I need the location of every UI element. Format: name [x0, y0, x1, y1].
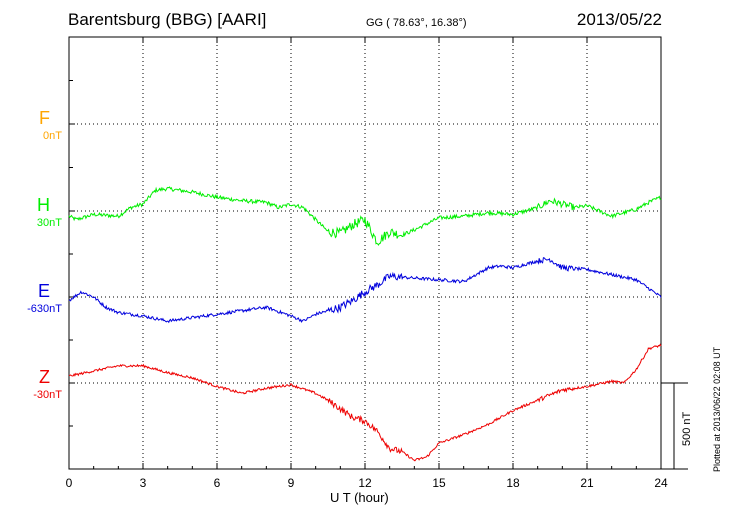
series-line-z [69, 343, 662, 462]
component-baseline-z: -30nT [33, 389, 62, 401]
x-tick-label: 12 [358, 476, 372, 490]
plot-date: 2013/05/22 [576, 10, 662, 29]
component-letter-z: Z [39, 367, 50, 387]
geo-coordinates: GG ( 78.63°, 16.38°) [366, 17, 467, 29]
component-letter-h: H [37, 195, 50, 215]
x-tick-label: 3 [140, 476, 147, 490]
station-title: Barentsburg (BBG) [AARI] [68, 10, 267, 29]
component-baseline-f: 0nT [43, 130, 62, 142]
component-baseline-h: 30nT [36, 217, 62, 229]
x-axis-label: U T (hour) [330, 490, 389, 505]
component-letter-e: E [37, 281, 50, 301]
x-tick-label: 0 [66, 476, 73, 490]
component-letter-f: F [39, 108, 50, 128]
x-tick-label: 21 [580, 476, 594, 490]
x-tick-label: 18 [506, 476, 520, 490]
x-tick-label: 6 [214, 476, 221, 490]
x-tick-label: 15 [432, 476, 446, 490]
component-baseline-e: -630nT [27, 303, 62, 315]
x-tick-label: 9 [288, 476, 295, 490]
x-tick-label: 24 [654, 476, 668, 490]
series-line-e [68, 257, 662, 324]
series-line-h [68, 186, 662, 246]
